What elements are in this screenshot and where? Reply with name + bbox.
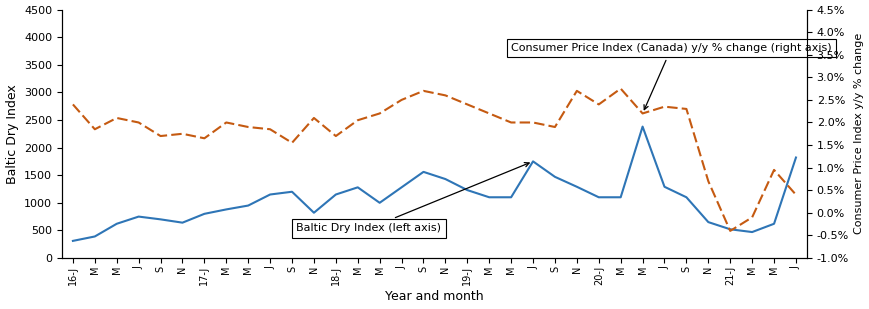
Y-axis label: Consumer Price Index y/y % change: Consumer Price Index y/y % change (853, 33, 864, 235)
Text: Baltic Dry Index (left axis): Baltic Dry Index (left axis) (295, 163, 528, 234)
Y-axis label: Baltic Dry Index: Baltic Dry Index (5, 84, 18, 184)
Text: Consumer Price Index (Canada) y/y % change (right axis): Consumer Price Index (Canada) y/y % chan… (510, 43, 831, 110)
X-axis label: Year and month: Year and month (385, 290, 483, 303)
